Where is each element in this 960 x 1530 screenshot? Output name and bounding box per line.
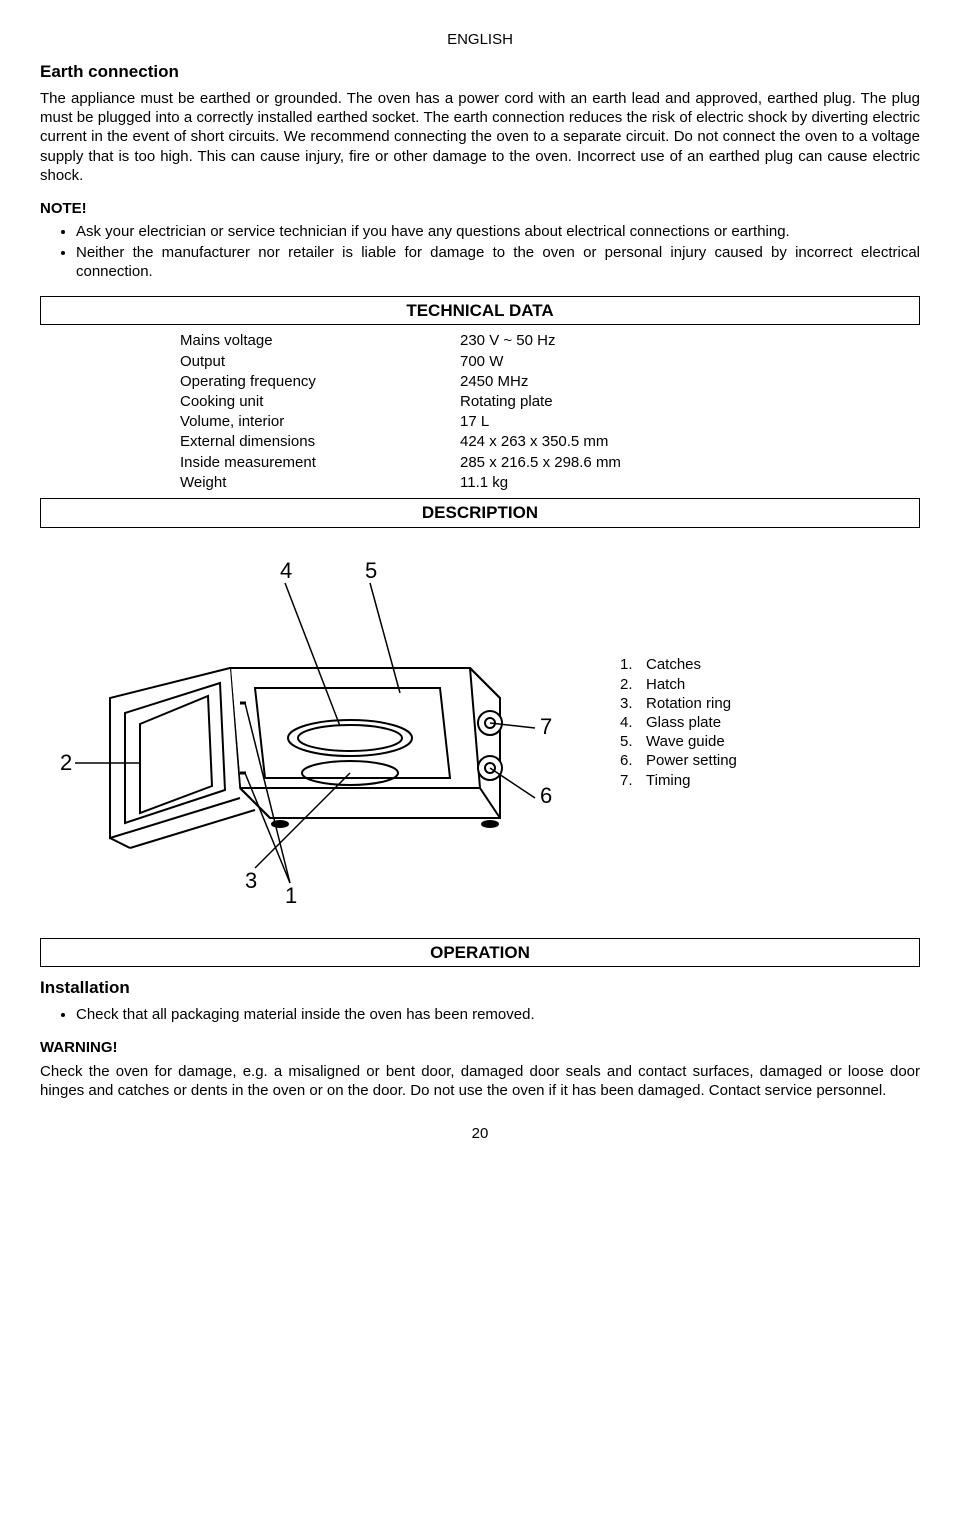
operation-heading: OPERATION <box>40 938 920 968</box>
installation-heading: Installation <box>40 977 920 999</box>
note-item: Ask your electrician or service technici… <box>76 222 920 241</box>
tech-key: Output <box>180 352 460 371</box>
callout-4: 4 <box>280 558 292 583</box>
earth-connection-body: The appliance must be earthed or grounde… <box>40 89 920 185</box>
description-legend: 1.Catches 2.Hatch 3.Rotation ring 4.Glas… <box>620 655 737 789</box>
legend-text: Glass plate <box>646 713 721 732</box>
legend-num: 2. <box>620 675 646 694</box>
microwave-diagram: 4 5 2 1 3 6 7 <box>40 538 560 908</box>
tech-val: 424 x 263 x 350.5 mm <box>460 432 920 451</box>
tech-key: Inside measurement <box>180 453 460 472</box>
warning-label: WARNING! <box>40 1038 920 1057</box>
microwave-svg: 4 5 2 1 3 6 7 <box>40 538 560 908</box>
callout-3: 3 <box>245 868 257 893</box>
tech-val: 285 x 216.5 x 298.6 mm <box>460 453 920 472</box>
tech-key: External dimensions <box>180 432 460 451</box>
legend-text: Hatch <box>646 675 685 694</box>
legend-num: 5. <box>620 732 646 751</box>
installation-list: Check that all packaging material inside… <box>40 1005 920 1024</box>
tech-key: Mains voltage <box>180 331 460 350</box>
earth-connection-heading: Earth connection <box>40 61 920 83</box>
legend-text: Rotation ring <box>646 694 731 713</box>
description-heading: DESCRIPTION <box>40 498 920 528</box>
note-label: NOTE! <box>40 199 920 218</box>
installation-item: Check that all packaging material inside… <box>76 1005 920 1024</box>
tech-val: 230 V ~ 50 Hz <box>460 331 920 350</box>
tech-val: 11.1 kg <box>460 473 920 492</box>
callout-2: 2 <box>60 750 72 775</box>
warning-body: Check the oven for damage, e.g. a misali… <box>40 1062 920 1100</box>
legend-num: 6. <box>620 751 646 770</box>
technical-data-table: Mains voltage230 V ~ 50 Hz Output700 W O… <box>180 331 920 492</box>
tech-val: 2450 MHz <box>460 372 920 391</box>
callout-5: 5 <box>365 558 377 583</box>
callout-6: 6 <box>540 783 552 808</box>
tech-key: Weight <box>180 473 460 492</box>
legend-text: Wave guide <box>646 732 725 751</box>
legend-text: Timing <box>646 771 690 790</box>
legend-num: 7. <box>620 771 646 790</box>
callout-1: 1 <box>285 883 297 908</box>
legend-num: 4. <box>620 713 646 732</box>
legend-num: 1. <box>620 655 646 674</box>
note-item: Neither the manufacturer nor retailer is… <box>76 243 920 281</box>
legend-num: 3. <box>620 694 646 713</box>
tech-key: Volume, interior <box>180 412 460 431</box>
legend-text: Catches <box>646 655 701 674</box>
language-header: ENGLISH <box>40 30 920 49</box>
tech-val: Rotating plate <box>460 392 920 411</box>
technical-data-heading: TECHNICAL DATA <box>40 296 920 326</box>
note-list: Ask your electrician or service technici… <box>40 222 920 282</box>
page-number: 20 <box>40 1124 920 1143</box>
tech-key: Operating frequency <box>180 372 460 391</box>
tech-val: 17 L <box>460 412 920 431</box>
legend-text: Power setting <box>646 751 737 770</box>
callout-7: 7 <box>540 714 552 739</box>
tech-val: 700 W <box>460 352 920 371</box>
tech-key: Cooking unit <box>180 392 460 411</box>
